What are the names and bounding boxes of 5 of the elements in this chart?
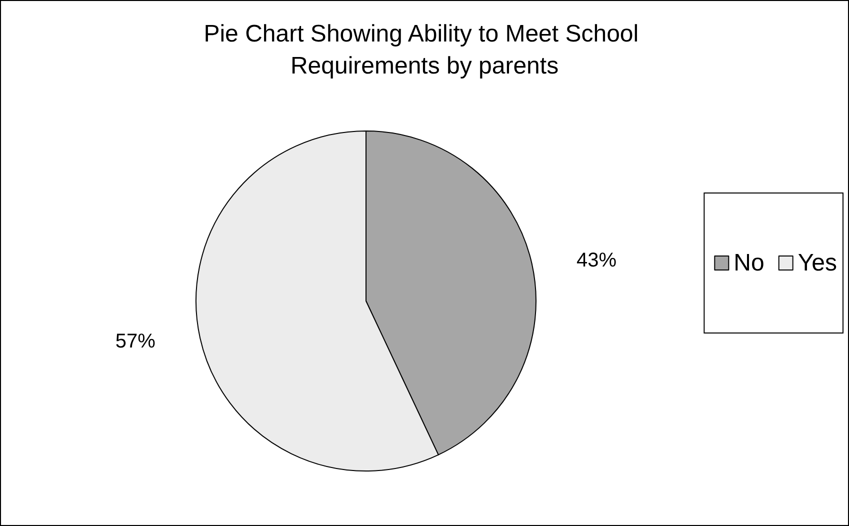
data-label: 57% bbox=[115, 330, 156, 352]
chart-title: Pie Chart Showing Ability to Meet School Requirements by parents bbox=[204, 20, 646, 80]
data-label: 43% bbox=[576, 250, 617, 272]
legend-label: Yes bbox=[798, 250, 838, 276]
legend-label: No bbox=[734, 250, 764, 276]
